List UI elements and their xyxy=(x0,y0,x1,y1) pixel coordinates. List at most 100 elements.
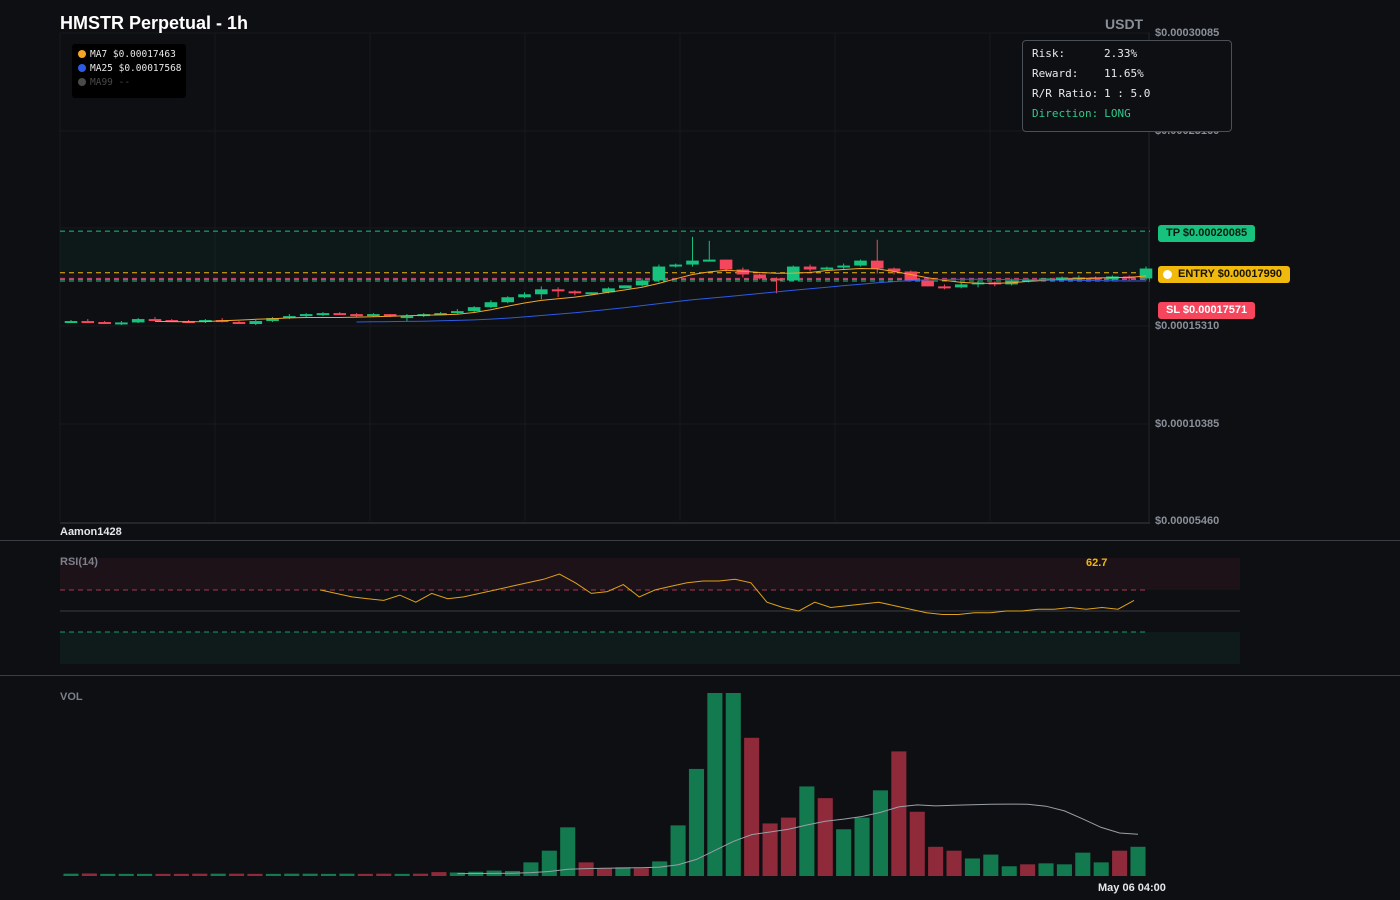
watermark: Aamon1428 xyxy=(60,526,122,538)
rsi-value: 62.7 xyxy=(1086,557,1108,569)
ma99-dot-icon xyxy=(78,78,86,86)
ma25-dot-icon xyxy=(78,64,86,72)
volume-bar xyxy=(247,873,263,876)
volume-bar xyxy=(670,825,686,876)
risk-key: Risk: xyxy=(1032,47,1066,60)
volume-bar xyxy=(872,790,888,876)
ratio-key: R/R Ratio: xyxy=(1032,87,1099,100)
candle-body xyxy=(669,264,682,267)
volume-bar xyxy=(817,798,833,876)
ma7-dot-icon xyxy=(78,50,86,58)
stop-loss-zone xyxy=(60,272,1150,281)
volume-bar xyxy=(983,854,999,876)
candle-body xyxy=(131,319,145,323)
volume-bar xyxy=(1112,850,1128,876)
candle-body xyxy=(484,302,498,308)
candle-body xyxy=(115,322,128,325)
candle-body xyxy=(954,284,968,288)
price-axis-label: $0.00005460 xyxy=(1155,515,1220,527)
volume-bar xyxy=(964,858,980,876)
volume-bar xyxy=(284,873,300,876)
candle-body xyxy=(551,289,565,292)
entry-tag-label: ENTRY $0.00017990 xyxy=(1178,268,1282,280)
rsi-label: RSI(14) xyxy=(60,556,98,568)
volume-bar xyxy=(541,850,557,876)
candle-body xyxy=(1055,277,1069,280)
candle-body xyxy=(568,291,582,294)
candle-body xyxy=(820,267,834,270)
volume-bar xyxy=(265,873,281,876)
volume-bar xyxy=(81,873,97,876)
panel-divider xyxy=(0,540,1400,541)
volume-bar xyxy=(1038,863,1054,876)
page-title: HMSTR Perpetual - 1h xyxy=(60,13,249,33)
rsi-overbought-zone xyxy=(60,558,1240,590)
volume-bar xyxy=(780,817,797,876)
quote-currency: USDT xyxy=(1105,16,1144,32)
volume-bar xyxy=(891,751,907,876)
reward-key: Reward: xyxy=(1032,67,1079,80)
panel-divider xyxy=(0,675,1400,676)
volume-bar xyxy=(578,862,594,876)
entry-dot-icon xyxy=(1163,270,1172,279)
volume-bar xyxy=(909,811,925,876)
candle-body xyxy=(98,322,111,325)
legend-ma25-label: MA25 $0.00017568 xyxy=(90,63,182,74)
volume-bar xyxy=(854,817,870,876)
volume-bar xyxy=(339,873,355,876)
candle-body xyxy=(770,278,783,281)
volume-bar xyxy=(560,827,576,876)
volume-bar xyxy=(688,768,705,876)
candle-body xyxy=(81,321,95,324)
risk-row: Risk: 2.33% xyxy=(1032,46,1222,66)
ratio-value: 1 : 5.0 xyxy=(1104,87,1151,100)
volume-bar xyxy=(1093,862,1109,876)
volume-bar xyxy=(357,873,373,876)
candle-body xyxy=(719,259,733,270)
legend-ma25: MA25 $0.00017568 xyxy=(72,62,186,76)
volume-bar xyxy=(725,693,741,876)
candle-body xyxy=(451,311,464,314)
candle-body xyxy=(400,316,414,319)
candle-body xyxy=(837,265,850,268)
volume-bar xyxy=(799,786,815,876)
candle-body xyxy=(266,318,279,322)
volume-bar xyxy=(431,872,447,876)
candle-body xyxy=(585,292,599,295)
candle-body xyxy=(854,260,867,266)
candle-body xyxy=(1139,268,1153,279)
candle-body xyxy=(383,314,397,317)
entry-tag: ENTRY $0.00017990 xyxy=(1158,266,1290,283)
candle-body xyxy=(803,266,817,270)
candle-body xyxy=(938,286,951,289)
candle-body xyxy=(501,297,515,303)
candle-body xyxy=(350,314,363,317)
volume-bar xyxy=(302,873,318,876)
legend-ma99-label: MA99 -- xyxy=(90,77,131,88)
direction-value: LONG xyxy=(1104,107,1131,120)
candle-body xyxy=(618,285,632,289)
volume-bar xyxy=(173,873,189,876)
volume-bar xyxy=(376,873,392,876)
risk-value: 2.33% xyxy=(1104,47,1138,60)
volume-bar xyxy=(412,873,429,876)
price-axis-label: $0.00010385 xyxy=(1155,418,1220,430)
direction-row: Direction: LONG xyxy=(1032,106,1222,126)
candle-body xyxy=(232,322,246,325)
ratio-row: R/R Ratio: 1 : 5.0 xyxy=(1032,86,1222,106)
candle-body xyxy=(635,280,649,286)
candle-body xyxy=(887,268,901,272)
rsi-line xyxy=(319,573,1135,615)
volume-bar xyxy=(192,873,208,876)
volume-bar xyxy=(1001,866,1017,876)
take-profit-zone xyxy=(60,231,1150,273)
candle-body xyxy=(148,319,162,322)
candle-body xyxy=(686,260,699,265)
volume-bar xyxy=(946,850,962,876)
candle-body xyxy=(367,314,380,317)
ma-legend: MA7 $0.00017463 MA25 $0.00017568 MA99 -- xyxy=(72,44,186,98)
candle-body xyxy=(736,269,750,275)
volume-bar xyxy=(928,846,944,876)
